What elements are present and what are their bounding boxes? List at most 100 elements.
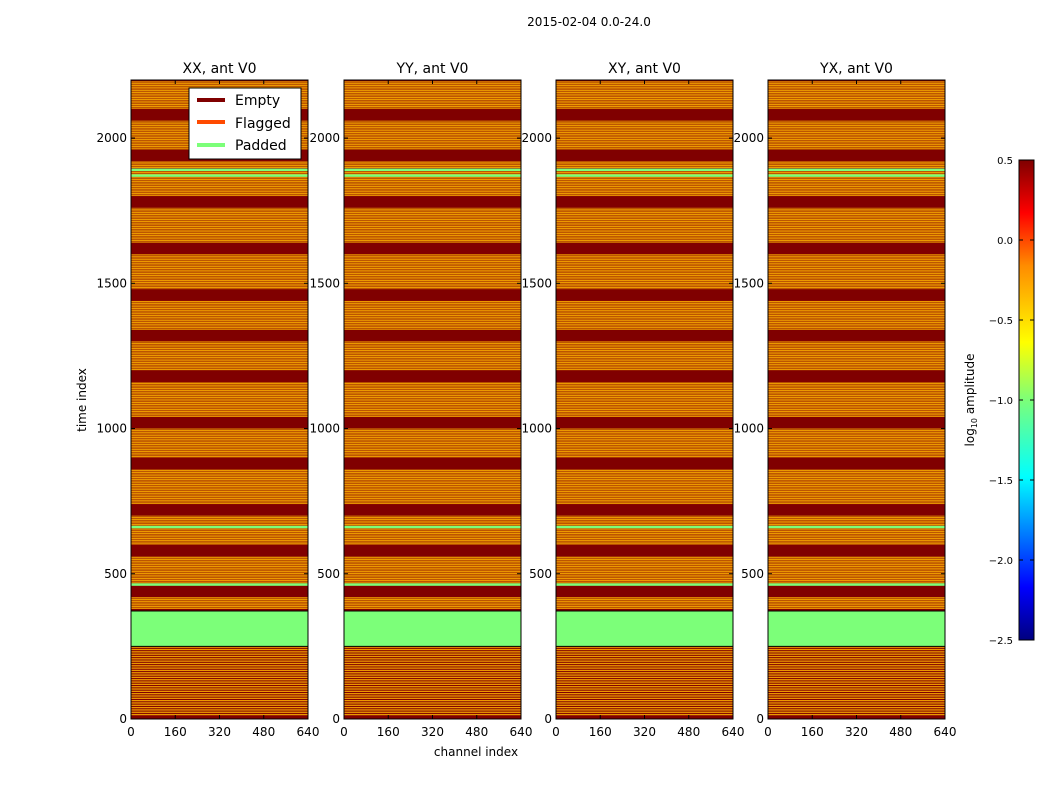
- flag-line: [768, 271, 945, 273]
- flag-line: [556, 433, 733, 435]
- flag-line: [556, 238, 733, 240]
- flag-line: [556, 579, 733, 582]
- flag-line: [768, 572, 945, 575]
- flag-line: [131, 222, 308, 224]
- empty-band: [131, 544, 308, 557]
- flag-line: [556, 100, 733, 102]
- flag-line: [556, 653, 733, 655]
- flag-line: [556, 536, 733, 538]
- flag-line: [556, 475, 733, 477]
- flag-line: [556, 415, 733, 418]
- flag-line: [768, 142, 945, 144]
- flag-line: [556, 478, 733, 480]
- empty-band: [556, 544, 733, 557]
- flag-line: [344, 475, 521, 477]
- flag-line: [768, 576, 945, 578]
- flag-line: [556, 476, 733, 479]
- flag-line: [131, 669, 308, 672]
- flag-line: [131, 365, 308, 367]
- padded-block: [131, 610, 308, 647]
- flag-line: [556, 213, 733, 216]
- flag-line: [344, 368, 521, 371]
- flag-line: [131, 368, 308, 371]
- padded-block: [556, 610, 733, 647]
- flag-line: [768, 344, 945, 346]
- flag-line: [556, 368, 733, 371]
- flag-line: [131, 283, 308, 285]
- flag-line: [344, 130, 521, 132]
- flag-line: [556, 140, 733, 142]
- flag-line: [131, 347, 308, 350]
- flag-line: [556, 191, 733, 193]
- flag-line: [556, 454, 733, 456]
- flag-line: [131, 475, 308, 477]
- flag-line: [768, 604, 945, 606]
- flag-line: [344, 469, 521, 472]
- flag-line: [556, 607, 733, 609]
- y-tick-label: 2000: [733, 131, 764, 145]
- flag-line: [131, 218, 308, 221]
- empty-band: [768, 149, 945, 162]
- flag-line: [556, 490, 733, 493]
- flag-line: [344, 342, 521, 345]
- flag-line: [768, 285, 945, 287]
- flag-line: [131, 405, 308, 407]
- flag-line: [556, 264, 733, 266]
- flag-line: [768, 711, 945, 713]
- empty-band: [344, 504, 521, 516]
- flag-line: [556, 450, 733, 453]
- flag-line: [768, 386, 945, 388]
- flag-line: [344, 306, 521, 308]
- padded-line: [131, 525, 308, 529]
- flag-line: [768, 347, 945, 350]
- flag-line: [556, 187, 733, 189]
- flag-line: [556, 126, 733, 128]
- flag-line: [131, 428, 308, 430]
- flag-line: [556, 438, 733, 440]
- y-tick-label: 1500: [96, 276, 127, 290]
- flag-line: [344, 328, 521, 331]
- flag-line: [556, 327, 733, 329]
- flag-line: [344, 391, 521, 393]
- flag-line: [556, 571, 733, 573]
- flag-line: [556, 574, 733, 576]
- flag-line: [768, 405, 945, 407]
- flag-line: [768, 537, 945, 540]
- flag-line: [131, 225, 308, 228]
- flag-line: [344, 304, 521, 306]
- flag-line: [768, 679, 945, 681]
- flag-line: [344, 124, 521, 127]
- flag-line: [344, 180, 521, 182]
- flag-line: [344, 267, 521, 270]
- flag-line: [556, 494, 733, 496]
- flag-line: [768, 103, 945, 106]
- empty-band: [768, 242, 945, 255]
- flag-line: [344, 347, 521, 350]
- flag-line: [768, 177, 945, 179]
- flag-line: [768, 316, 945, 318]
- x-tick-label: 480: [889, 725, 912, 739]
- empty-band: [768, 109, 945, 121]
- flag-line: [131, 602, 308, 604]
- flag-line: [131, 306, 308, 308]
- flag-line: [556, 679, 733, 681]
- flag-line: [556, 597, 733, 599]
- flag-line: [344, 672, 521, 674]
- flag-line: [768, 135, 945, 137]
- flag-line: [344, 353, 521, 355]
- flag-line: [768, 445, 945, 447]
- flag-line: [131, 194, 308, 196]
- flag-line: [556, 672, 733, 674]
- flag-line: [768, 699, 945, 702]
- flag-line: [556, 449, 733, 451]
- flag-line: [344, 393, 521, 395]
- flag-line: [131, 388, 308, 390]
- flag-line: [556, 436, 733, 439]
- colorbar-label-sub: 10: [970, 418, 979, 428]
- flag-line: [344, 501, 521, 503]
- flag-line: [768, 208, 945, 210]
- flag-line: [768, 489, 945, 491]
- flag-line: [556, 660, 733, 662]
- flag-line: [768, 194, 945, 196]
- flag-line: [556, 102, 733, 104]
